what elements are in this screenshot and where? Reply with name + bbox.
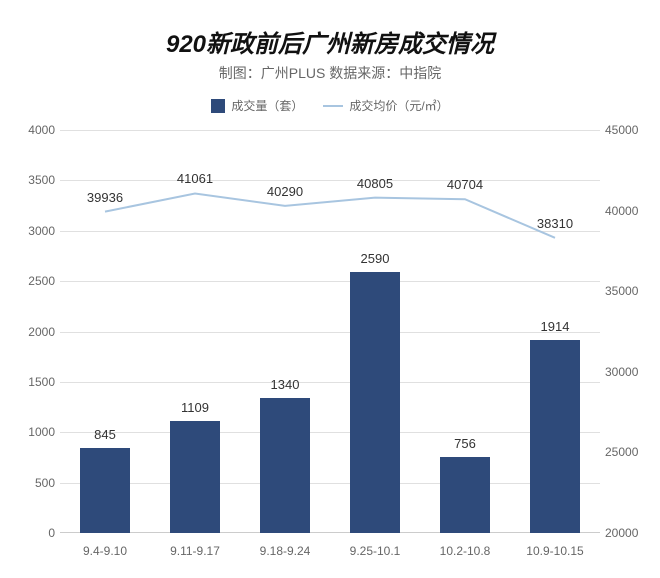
y-left-tick-label: 2000	[15, 325, 55, 339]
legend-swatch-bar	[211, 99, 225, 113]
legend-swatch-line	[323, 105, 343, 107]
y-left-tick-label: 2500	[15, 274, 55, 288]
legend-bar-label: 成交量（套）	[231, 97, 303, 114]
y-right-tick-label: 30000	[605, 365, 650, 379]
y-left-tick-label: 3500	[15, 173, 55, 187]
y-left-tick-label: 1500	[15, 375, 55, 389]
line-value-label: 41061	[177, 171, 213, 186]
y-left-tick-label: 500	[15, 476, 55, 490]
y-left-tick-label: 4000	[15, 123, 55, 137]
line-value-label: 40704	[447, 177, 483, 192]
chart-subtitle: 制图：广州PLUS 数据来源：中指院	[0, 63, 660, 83]
line-series	[60, 130, 600, 533]
line-value-label: 38310	[537, 216, 573, 231]
x-tick-label: 9.11-9.17	[170, 544, 220, 558]
y-right-tick-label: 25000	[605, 445, 650, 459]
y-left-tick-label: 1000	[15, 425, 55, 439]
plot: 0500100015002000250030003500400020000250…	[60, 130, 600, 533]
x-tick-label: 9.4-9.10	[83, 544, 127, 558]
legend-item-bar: 成交量（套）	[211, 97, 303, 114]
line-value-label: 40290	[267, 184, 303, 199]
x-tick-label: 9.18-9.24	[260, 544, 311, 558]
legend: 成交量（套） 成交均价（元/㎡）	[0, 97, 660, 114]
y-right-tick-label: 40000	[605, 204, 650, 218]
chart-area: 0500100015002000250030003500400020000250…	[60, 130, 600, 533]
chart-title: 920新政前后广州新房成交情况	[0, 0, 660, 59]
y-right-tick-label: 35000	[605, 284, 650, 298]
line-value-label: 39936	[87, 190, 123, 205]
y-right-tick-label: 20000	[605, 526, 650, 540]
y-right-tick-label: 45000	[605, 123, 650, 137]
y-left-tick-label: 0	[15, 526, 55, 540]
y-left-tick-label: 3000	[15, 224, 55, 238]
x-tick-label: 10.2-10.8	[440, 544, 491, 558]
x-tick-label: 10.9-10.15	[526, 544, 583, 558]
x-tick-label: 9.25-10.1	[350, 544, 401, 558]
legend-line-label: 成交均价（元/㎡）	[349, 97, 448, 114]
legend-item-line: 成交均价（元/㎡）	[323, 97, 448, 114]
line-value-label: 40805	[357, 176, 393, 191]
